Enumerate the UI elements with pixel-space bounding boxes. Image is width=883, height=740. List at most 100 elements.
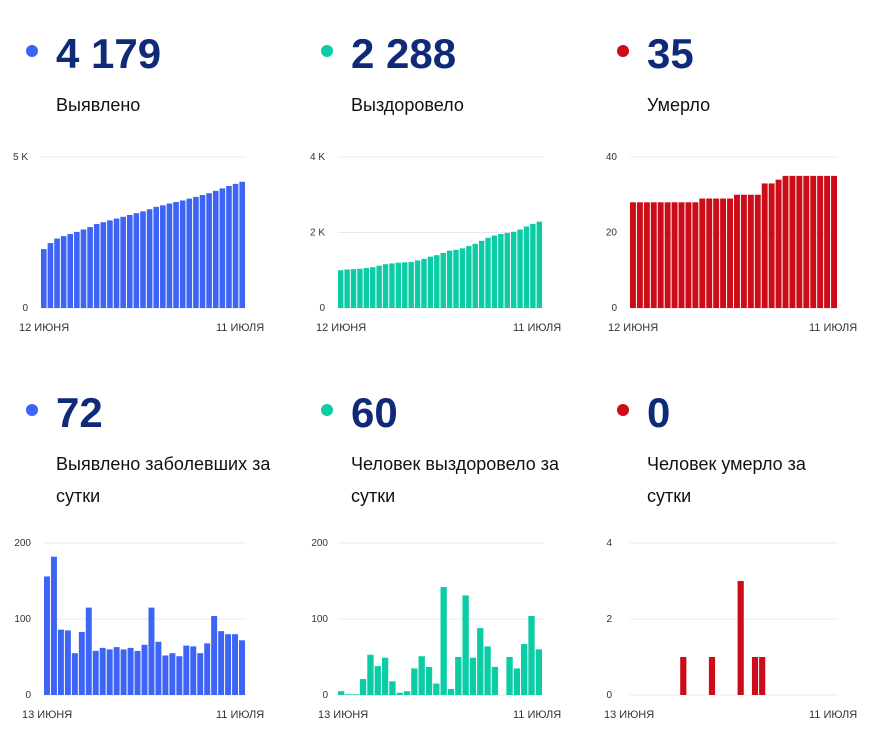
daily-recovered-bar: [491, 666, 499, 695]
daily-recovered-bar: [469, 657, 477, 695]
total-detected-bar: [186, 198, 193, 308]
total-detected-bar: [100, 222, 107, 308]
daily-detected-bar: [99, 647, 106, 695]
total-recovered-bar: [389, 263, 395, 308]
total-detected-bar: [219, 188, 226, 308]
total-detected-bar: [74, 231, 80, 308]
total-recovered-bar: [414, 260, 421, 308]
daily-detected-bar: [176, 656, 183, 695]
panel-total-recovered: 2 288 Выздоровело: [295, 0, 575, 360]
daily-recovered-bar: [345, 694, 352, 695]
total-recovered-bar: [370, 267, 376, 308]
daily-recovered-bar: [411, 668, 418, 695]
total-recovered-value: 2 288: [351, 30, 457, 77]
daily-recovered-bar: [396, 692, 403, 695]
total-recovered-bar: [498, 234, 504, 308]
panel-total-deaths: 35 Умерло: [591, 0, 871, 360]
total-recovered-bar: [478, 240, 485, 308]
daily-recovered-bar: [440, 587, 447, 695]
total-detected-bar: [212, 190, 219, 308]
total-deaths-bar: [761, 183, 768, 308]
total-deaths-label: Умерло: [647, 95, 711, 115]
total-detected-label: Выявлено: [56, 95, 141, 115]
daily-detected-bar: [190, 646, 197, 695]
total-recovered-bar: [440, 252, 446, 308]
total-deaths-bar: [692, 202, 699, 308]
total-deaths-bar: [671, 202, 678, 308]
total-detected-bar: [41, 249, 47, 308]
daily-recovered-bar: [447, 688, 455, 695]
total-detected-bar: [179, 200, 186, 308]
total-detected-bar: [206, 193, 212, 308]
daily-deaths-bar: [680, 657, 687, 695]
total-recovered-bar: [395, 262, 402, 308]
total-deaths-bar: [650, 202, 657, 308]
daily-detected-bar: [239, 640, 245, 695]
total-recovered-bar: [344, 269, 350, 308]
daily-recovered-bar: [433, 683, 440, 695]
total-detected-xtick-start: 12 ИЮНЯ: [19, 322, 69, 334]
daily-detected-ytick-label: 200: [14, 538, 31, 549]
daily-recovered-bar: [374, 666, 381, 695]
daily-deaths-xtick-end: 11 ИЮЛЯ: [809, 709, 857, 721]
daily-detected-bar: [134, 650, 141, 695]
red-dot-icon: [617, 45, 629, 57]
total-recovered-bar: [472, 243, 478, 308]
total-deaths-bar: [720, 198, 727, 308]
total-recovered-label: Выздоровело: [351, 95, 464, 115]
daily-recovered-bar: [484, 646, 491, 695]
daily-recovered-bar: [381, 657, 389, 695]
total-deaths-bar: [706, 198, 713, 308]
daily-recovered-bar: [389, 681, 396, 695]
daily-recovered-ytick-label: 200: [311, 538, 328, 549]
total-recovered-bar: [491, 235, 498, 308]
total-recovered-bar: [363, 267, 370, 308]
total-recovered-bar: [485, 237, 491, 308]
total-deaths-bar: [803, 175, 810, 309]
total-detected-ytick-label: 5 K: [13, 152, 28, 163]
total-detected-bar: [239, 181, 245, 308]
total-recovered-ytick-label: 2 K: [310, 228, 325, 239]
total-detected-bar: [146, 209, 153, 308]
total-deaths-bar: [678, 202, 685, 308]
daily-detected-bar: [85, 607, 92, 695]
total-detected-bar: [173, 202, 179, 308]
panel-daily-deaths: 0 Человек умерло за сутки: [591, 380, 871, 740]
panel-daily-detected: 72 Выявлено заболевших за сутки: [0, 380, 280, 740]
daily-recovered-bar: [521, 644, 528, 695]
total-recovered-bar: [517, 229, 523, 308]
total-deaths-bar: [824, 175, 831, 309]
total-deaths-bar: [685, 202, 692, 308]
total-deaths-value: 35: [647, 30, 694, 77]
total-detected-xtick-end: 11 ИЮЛЯ: [216, 322, 264, 334]
daily-recovered-bar: [455, 657, 462, 695]
daily-detected-xtick-end: 11 ИЮЛЯ: [216, 709, 264, 721]
green-dot-icon: [321, 45, 333, 57]
total-detected-bar: [160, 205, 166, 308]
daily-recovered-label: Человек выздоровело за сутки: [351, 454, 560, 506]
panel-daily-recovered: 60 Человек выздоровело за сутки: [295, 380, 575, 740]
total-deaths-ytick-label: 0: [611, 303, 617, 314]
total-deaths-bar: [657, 202, 664, 308]
total-detected-bar: [226, 185, 232, 308]
daily-recovered-bar: [477, 628, 484, 695]
daily-recovered-bar: [359, 679, 367, 695]
total-detected-bar: [166, 203, 173, 308]
total-detected-bar: [67, 234, 74, 308]
total-detected-bar: [93, 224, 100, 308]
total-detected-bar: [113, 218, 120, 308]
total-deaths-xtick-start: 12 ИЮНЯ: [608, 322, 658, 334]
total-recovered-bar: [376, 265, 382, 308]
total-detected-bar: [199, 195, 206, 308]
total-detected-ytick-label: 0: [22, 303, 28, 314]
total-deaths-bar: [789, 175, 796, 309]
daily-deaths-label: Человек умерло за сутки: [647, 454, 806, 506]
total-deaths-bar: [664, 202, 671, 308]
total-detected-bar: [126, 214, 133, 308]
total-detected-bar: [193, 196, 199, 308]
total-recovered-xtick-end: 11 ИЮЛЯ: [513, 322, 561, 334]
daily-deaths-bar: [751, 657, 759, 695]
total-deaths-ytick-label: 20: [606, 228, 618, 239]
daily-detected-bar: [155, 641, 162, 695]
